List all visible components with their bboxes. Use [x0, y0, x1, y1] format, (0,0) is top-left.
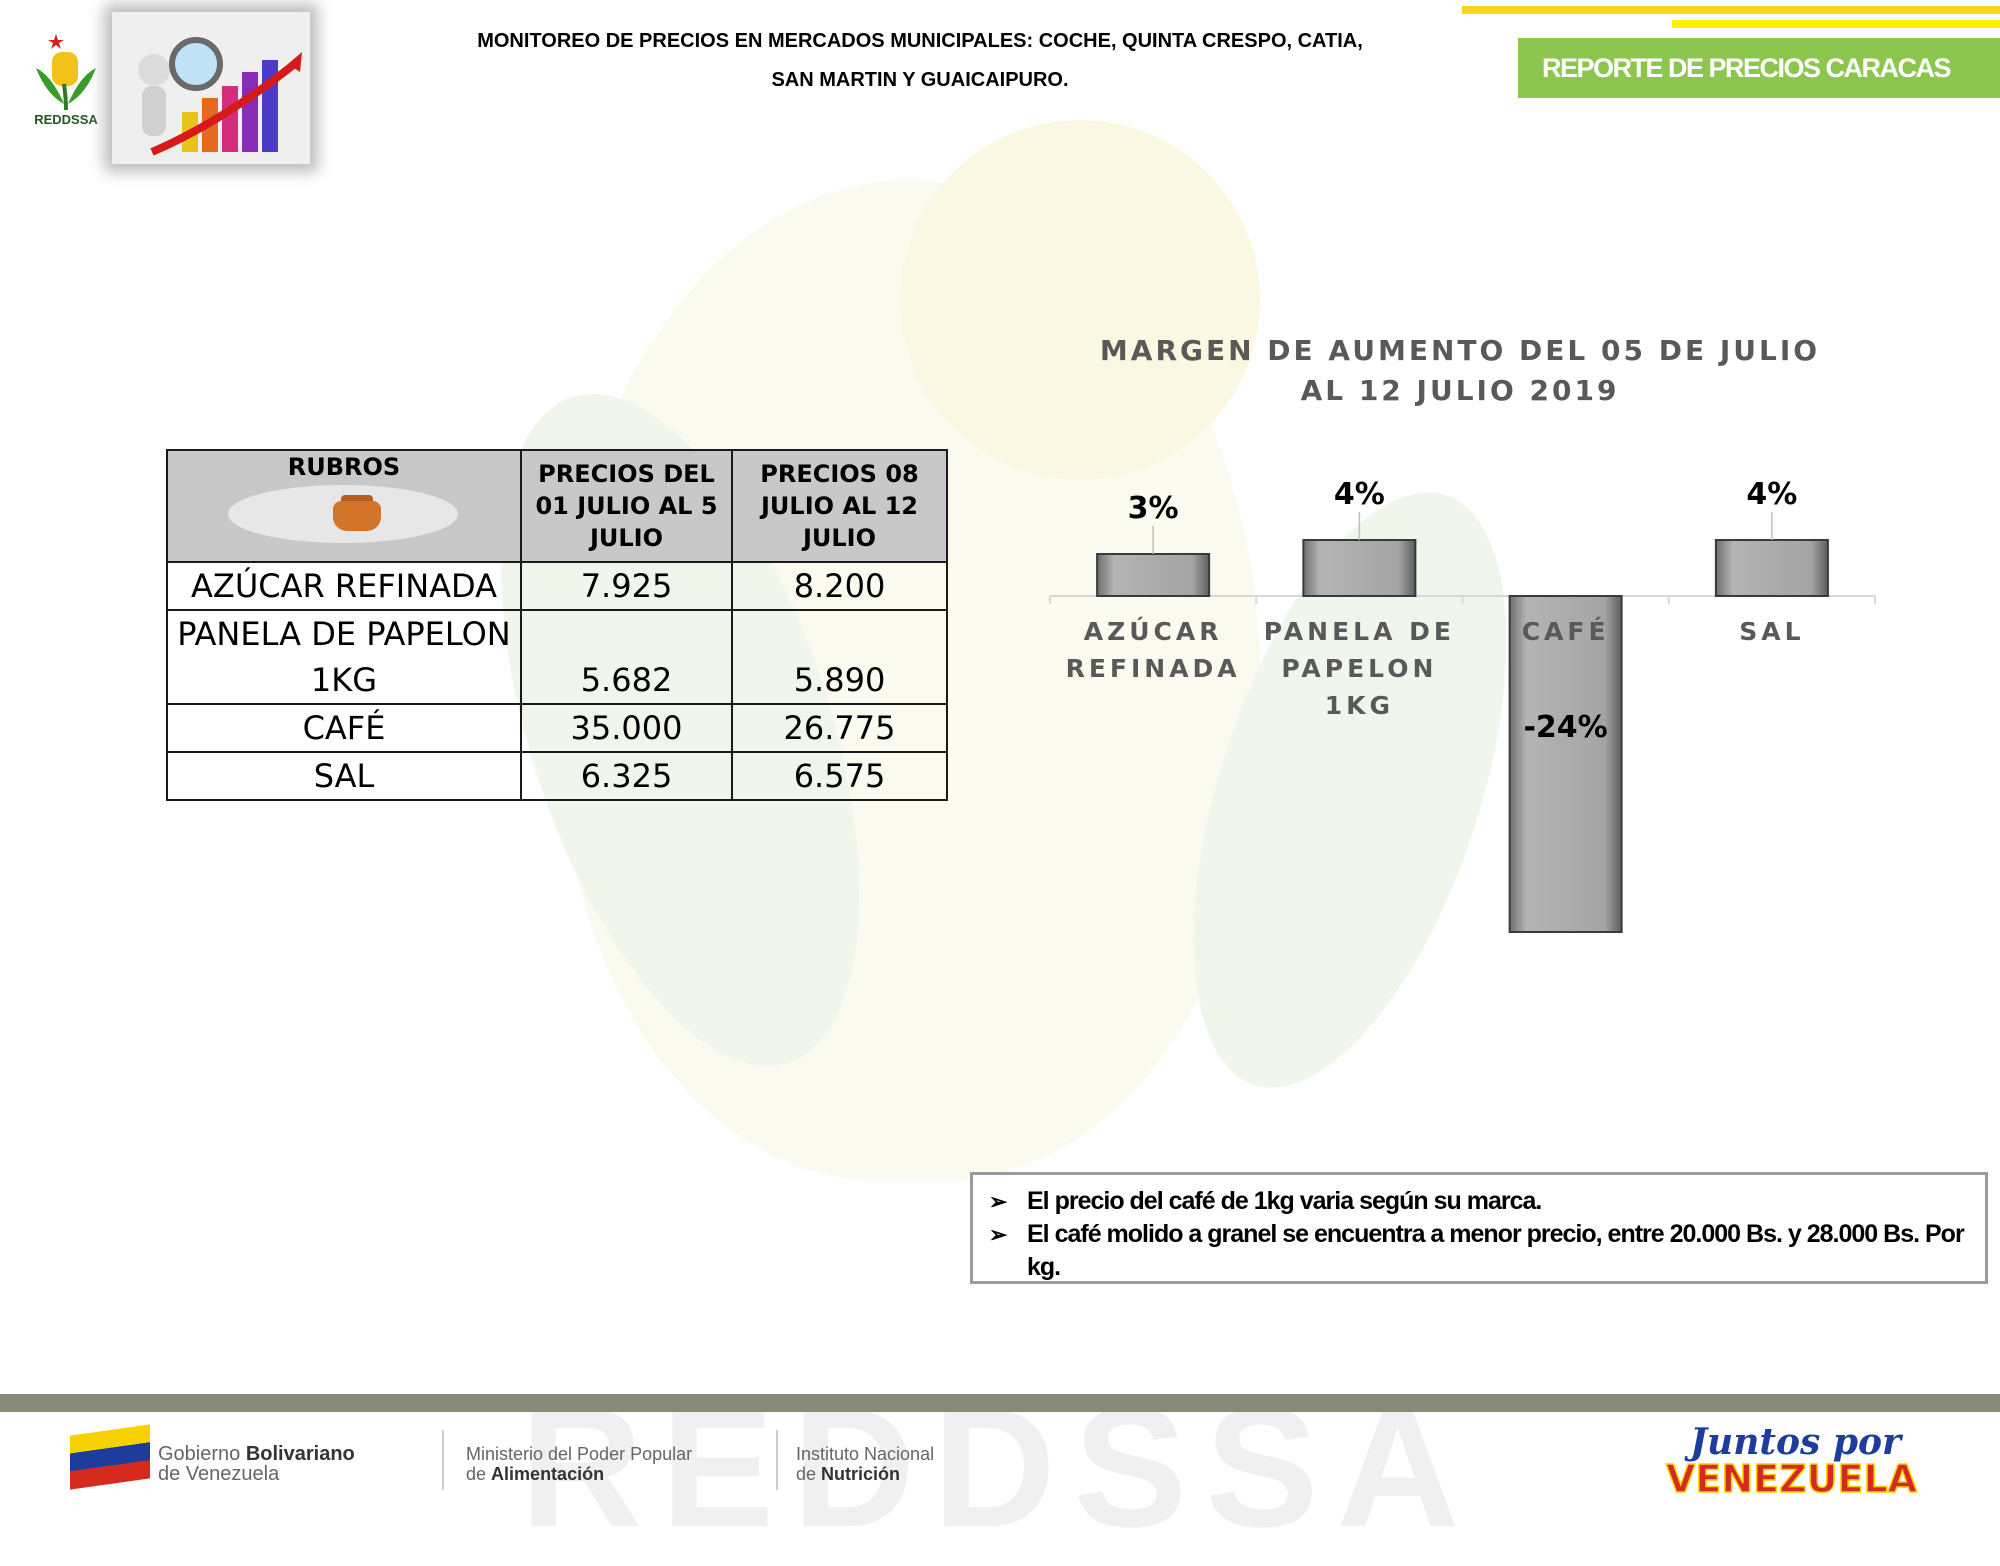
bar [1508, 595, 1623, 933]
chart-title-line: MARGEN DE AUMENTO DEL 05 DE JULIO [1100, 334, 1820, 367]
column-header-price-1: PRECIOS DEL 01 JULIO AL 5 JULIO [520, 449, 733, 563]
decorative-line [1462, 6, 2000, 14]
cell-item: AZÚCAR REFINADA [166, 561, 522, 611]
cell-price-1: 6.325 [520, 751, 733, 801]
org-text: Ministerio del Poder Popular [466, 1444, 693, 1464]
category-label: REFINADA [1066, 654, 1241, 683]
footer-divider [442, 1430, 444, 1490]
cell-price-1: 5.682 [520, 609, 733, 705]
table-row: SAL 6.325 6.575 [166, 751, 948, 801]
margin-bar-chart: MARGEN DE AUMENTO DEL 05 DE JULIO AL 12 J… [1049, 334, 1876, 933]
footer-divider [776, 1430, 778, 1490]
juntos-por-venezuela-logo: Juntos por VENEZUELA [1665, 1421, 1918, 1498]
bar [1302, 539, 1417, 597]
title-line-2: SAN MARTIN Y GUAICAIPURO. [771, 69, 1069, 91]
org-text: Gobierno [158, 1443, 241, 1465]
table-header-row: RUBROS PRECIOS DEL 01 JULIO AL 5 JULIO P… [166, 449, 948, 563]
category-label: CAFÉ [1522, 617, 1610, 646]
note-text: El precio del café de 1kg varia según su… [1027, 1187, 1542, 1215]
bar [1096, 553, 1211, 597]
footer-org-gobierno: Gobierno Bolivariano de Venezuela [158, 1444, 355, 1484]
footer-org-ministerio: Ministerio del Poder Popular de Alimenta… [466, 1444, 692, 1484]
column-header-label: RUBROS [287, 453, 401, 481]
cell-item: CAFÉ [166, 703, 522, 753]
bar [1714, 539, 1829, 597]
cell-item: SAL [166, 751, 522, 801]
notes-box: ➢ El precio del café de 1kg varia según … [970, 1172, 1988, 1284]
category-label: SAL [1739, 617, 1804, 646]
chart-title-line: AL 12 JULIO 2019 [1301, 374, 1620, 407]
org-text-bold: Alimentación [491, 1464, 605, 1484]
org-text-bold: Bolivariano [245, 1443, 355, 1465]
table-row: CAFÉ 35.000 26.775 [166, 703, 948, 753]
data-label: 4% [1746, 477, 1797, 512]
reddssa-logo: REDDSSA [26, 28, 106, 136]
data-label: 3% [1128, 491, 1179, 526]
jar-icon-lid [341, 495, 373, 504]
footer-bar [0, 1394, 2000, 1412]
category-label: PANELA DE [1264, 617, 1455, 646]
arrow-bullet-icon: ➢ [989, 1189, 1007, 1214]
note-item: ➢ El precio del café de 1kg varia según … [989, 1185, 1969, 1218]
table-row: AZÚCAR REFINADA 7.925 8.200 [166, 561, 948, 611]
chart-bars: 3% 4% -24% 4% [1096, 477, 1829, 933]
cell-price-2: 5.890 [731, 609, 948, 705]
slogan-line-1: Juntos por [1684, 1421, 1904, 1463]
report-badge: REPORTE DE PRECIOS CARACAS [1518, 38, 2000, 98]
category-label: PAPELON [1281, 654, 1437, 683]
column-header-rubros: RUBROS [166, 449, 522, 563]
logo-text: REDDSSA [34, 112, 98, 127]
footer-org-instituto: Instituto Nacional de Nutrición [796, 1444, 934, 1484]
data-label: 4% [1334, 477, 1385, 512]
price-table: RUBROS PRECIOS DEL 01 JULIO AL 5 JULIO P… [166, 449, 948, 801]
background-watermark [900, 120, 1260, 480]
growth-chart-image [112, 12, 310, 164]
page-title: MONITOREO DE PRECIOS EN MERCADOS MUNICIP… [400, 22, 1440, 100]
org-text: de [796, 1464, 817, 1484]
cell-price-2: 26.775 [731, 703, 948, 753]
column-header-price-2: PRECIOS 08 JULIO AL 12 JULIO [731, 449, 948, 563]
cell-price-1: 35.000 [520, 703, 733, 753]
corn-logo-icon [36, 34, 96, 111]
cell-price-1: 7.925 [520, 561, 733, 611]
decorative-line [1672, 20, 2000, 28]
data-label: -24% [1523, 710, 1607, 745]
chart-title: MARGEN DE AUMENTO DEL 05 DE JULIO AL 12 J… [1100, 334, 1820, 407]
arrow-bullet-icon: ➢ [989, 1222, 1007, 1247]
venezuela-flag-icon [70, 1424, 150, 1490]
cell-price-2: 8.200 [731, 561, 948, 611]
note-item: ➢ El café molido a granel se encuentra a… [989, 1218, 1969, 1284]
cell-price-2: 6.575 [731, 751, 948, 801]
jar-icon [333, 501, 381, 531]
chart-category-labels: AZÚCAR REFINADA PANELA DE PAPELON 1KG CAFÉ SAL [1066, 616, 1804, 720]
org-text: de [466, 1464, 487, 1484]
slogan-line-2: VENEZUELA [1666, 1457, 1918, 1498]
title-line-1: MONITOREO DE PRECIOS EN MERCADOS MUNICIP… [477, 30, 1363, 52]
category-label: 1KG [1325, 691, 1394, 720]
org-text: Instituto Nacional [796, 1444, 935, 1464]
org-text: de Venezuela [158, 1463, 280, 1485]
cell-item: PANELA DE PAPELON 1KG [166, 609, 522, 705]
chart-axis [1049, 595, 1876, 604]
org-text-bold: Nutrición [821, 1464, 901, 1484]
table-row: PANELA DE PAPELON 1KG 5.682 5.890 [166, 609, 948, 705]
category-label: AZÚCAR [1084, 616, 1223, 646]
note-text: El café molido a granel se encuentra a m… [1027, 1220, 1965, 1281]
